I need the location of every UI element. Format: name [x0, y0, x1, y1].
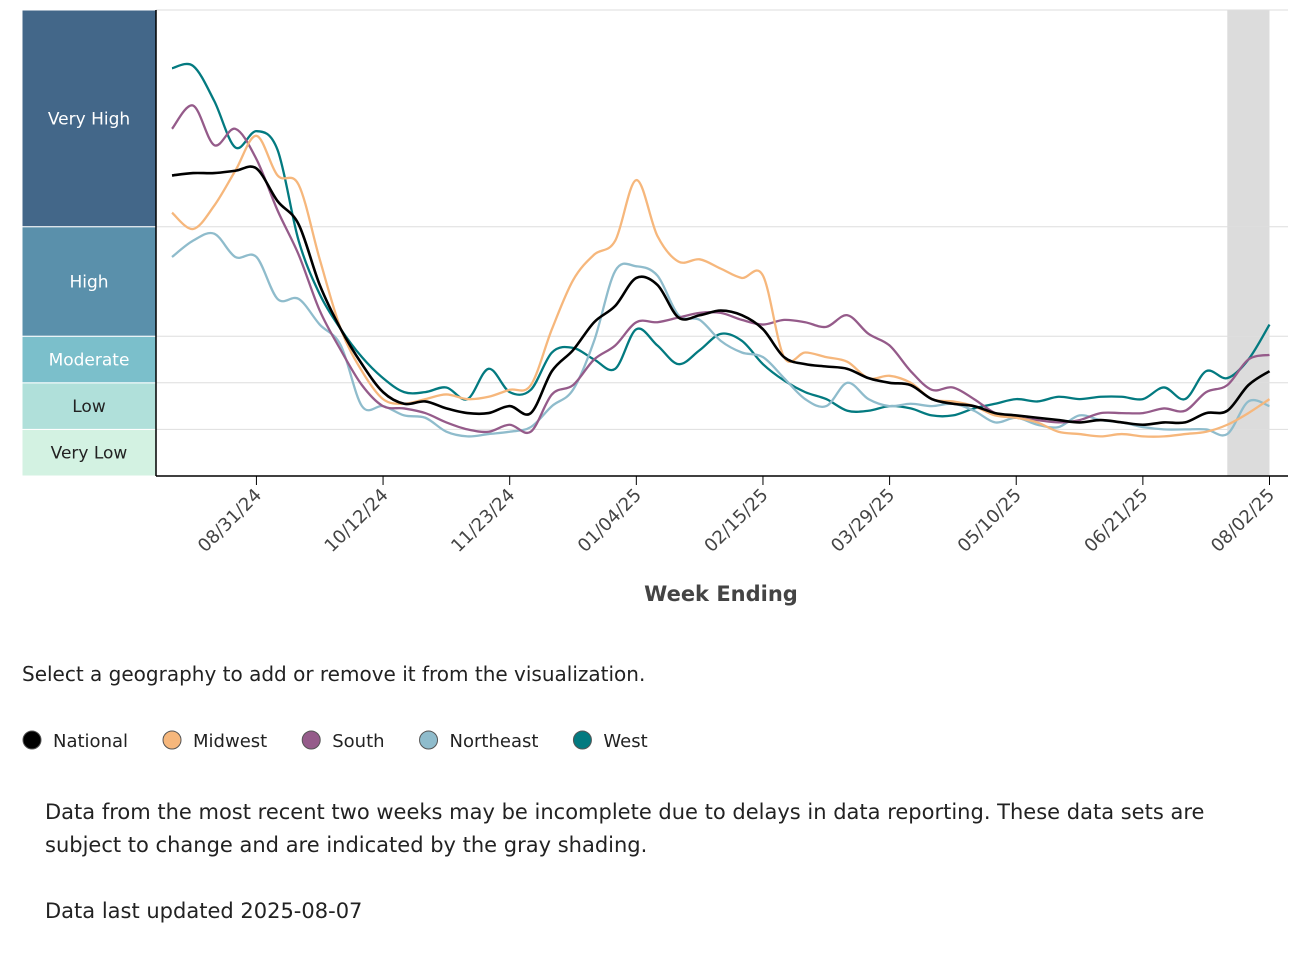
legend-marker: [572, 730, 592, 750]
legend-label: West: [603, 731, 647, 752]
instructions: Select a geography to add or remove it f…: [22, 662, 645, 686]
series-line: [171, 62, 1271, 418]
series-line: [171, 104, 1270, 435]
legend-label: National: [53, 731, 128, 752]
note: Data last updated 2025-08-07: [45, 899, 363, 923]
x-tick-label: 10/12/24: [321, 485, 393, 557]
notes: Data from the most recent two weeks may …: [45, 796, 1265, 961]
x-axis-title: Week Ending: [644, 582, 798, 606]
band-label: Very Low: [51, 444, 128, 464]
x-tick-label: 08/31/24: [194, 485, 266, 557]
chart: Week Ending Select a geography to add or…: [21, 9, 1288, 752]
x-tick-label: 08/02/25: [1207, 485, 1279, 557]
legend-item[interactable]: National: [22, 730, 128, 752]
x-tick-label: 05/10/25: [954, 485, 1026, 557]
series-line: [171, 134, 1271, 438]
x-tick-label: 01/04/25: [574, 485, 646, 557]
legend-item[interactable]: South: [301, 730, 385, 752]
series-line: [171, 231, 1270, 438]
band-label: Moderate: [49, 351, 130, 371]
incomplete-shading: [1227, 10, 1270, 476]
band: [21, 428, 157, 477]
series-line: [171, 165, 1271, 427]
band-label: Very High: [48, 109, 130, 129]
legend-item[interactable]: Northeast: [419, 730, 539, 752]
legend-marker: [22, 730, 42, 750]
legend-label: Midwest: [193, 731, 267, 752]
band-label: Low: [72, 397, 106, 417]
x-tick-label: 02/15/25: [700, 485, 772, 557]
legend-label: Northeast: [450, 731, 539, 752]
legend-marker: [419, 730, 439, 750]
lines: [171, 62, 1271, 438]
band: [21, 382, 157, 430]
legend-marker: [301, 730, 321, 750]
x-tick-label: 03/29/25: [827, 485, 899, 557]
note: Data from the most recent two weeks may …: [45, 800, 1205, 857]
band: [21, 9, 157, 228]
x-tick-label: 11/23/24: [447, 485, 519, 557]
x-tick-label: 06/21/25: [1080, 485, 1152, 557]
legend-item[interactable]: Midwest: [162, 730, 267, 752]
legend-label: South: [332, 731, 384, 752]
band-label: High: [69, 272, 108, 292]
legend-marker: [162, 730, 182, 750]
legend-item[interactable]: West: [572, 730, 648, 752]
